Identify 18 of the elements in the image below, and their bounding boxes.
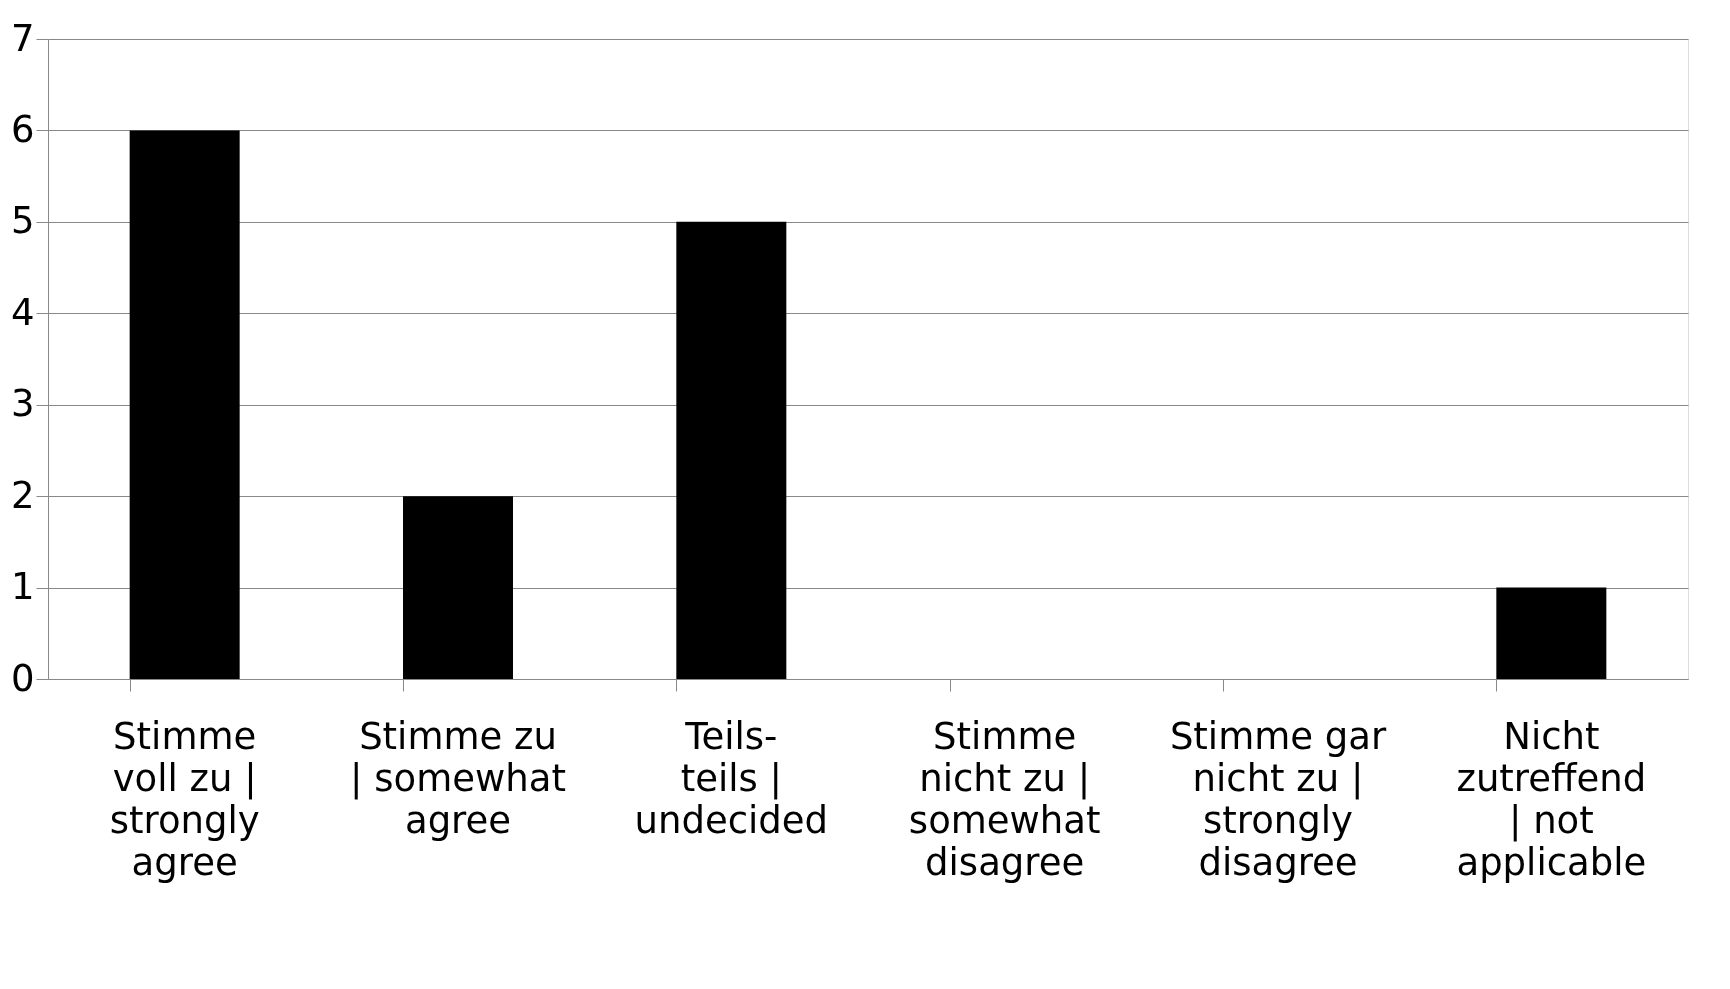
y-tick-label: 7 bbox=[10, 16, 35, 60]
x-tick-label: Teils-teils | undecided bbox=[634, 714, 829, 842]
x-tick-label: Stimme nicht zu | somewhat disagree bbox=[908, 714, 1101, 884]
bar bbox=[676, 221, 787, 679]
x-tick-label: Nicht zutreffend | not applicable bbox=[1456, 714, 1647, 884]
bar bbox=[129, 130, 240, 679]
x-tick-label: Stimme voll zu | strongly agree bbox=[109, 714, 260, 884]
x-tick-label: Stimme zu | somewhat agree bbox=[350, 714, 566, 842]
y-tick-label: 2 bbox=[10, 473, 35, 517]
bar bbox=[403, 496, 513, 679]
x-tick-label: Stimme gar nicht zu | strongly disagree bbox=[1169, 714, 1387, 884]
y-tick-label: 3 bbox=[10, 382, 35, 426]
bar bbox=[1496, 587, 1607, 679]
y-tick-label: 0 bbox=[10, 656, 35, 700]
y-tick-label: 6 bbox=[10, 107, 35, 151]
y-tick-label: 5 bbox=[10, 199, 35, 243]
y-tick-label: 4 bbox=[10, 290, 35, 334]
y-tick-label: 1 bbox=[10, 565, 35, 609]
